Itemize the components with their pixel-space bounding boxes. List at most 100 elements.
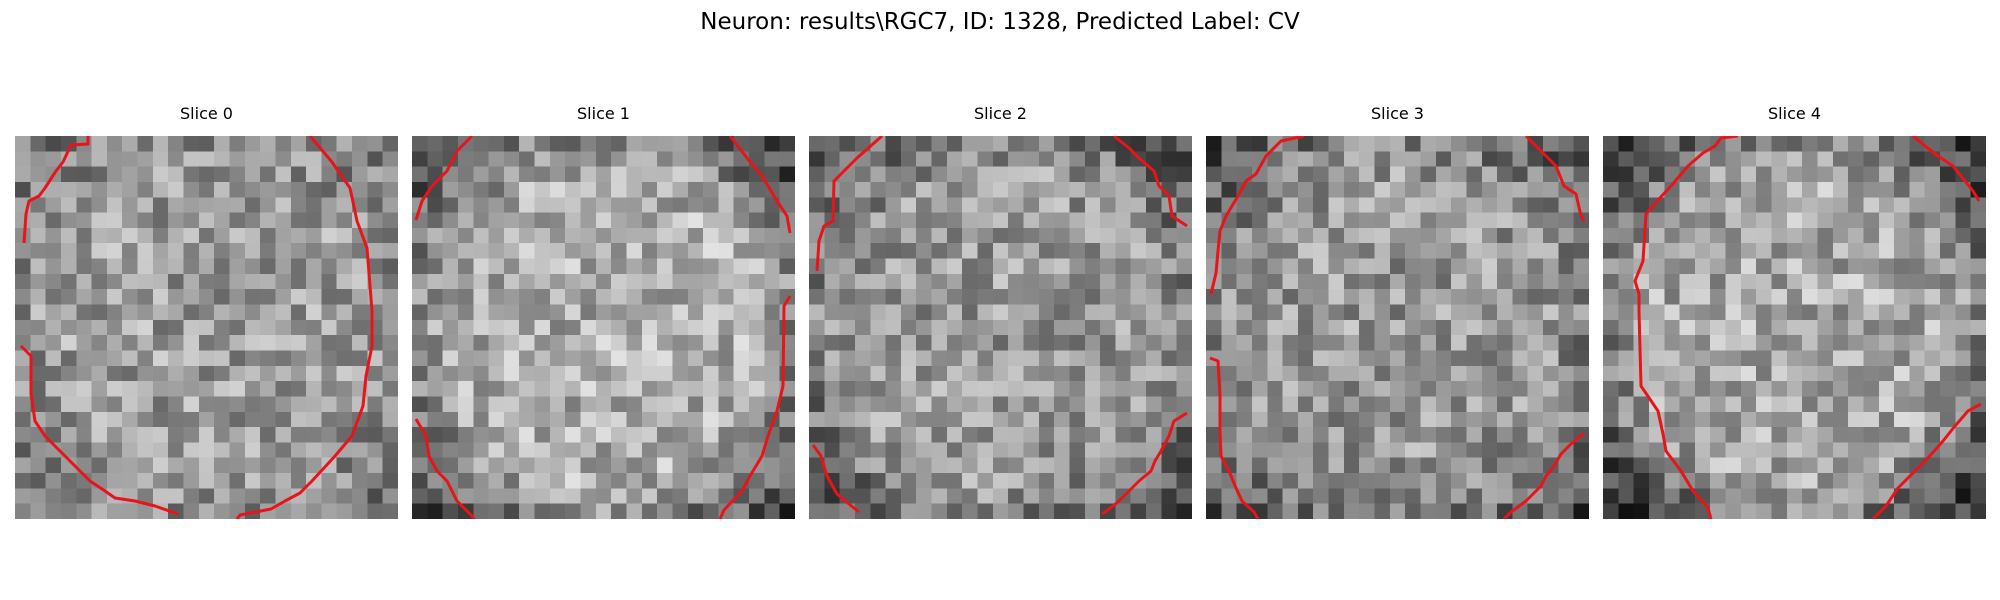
image-pixel xyxy=(1085,381,1101,397)
image-pixel xyxy=(1940,197,1956,213)
image-pixel xyxy=(1772,488,1788,504)
image-pixel xyxy=(168,228,184,244)
image-pixel xyxy=(1039,167,1055,183)
image-pixel xyxy=(458,289,474,305)
image-pixel xyxy=(932,458,948,474)
image-pixel xyxy=(1146,289,1162,305)
image-pixel xyxy=(626,458,642,474)
image-pixel xyxy=(473,167,489,183)
image-pixel xyxy=(92,366,108,382)
image-pixel xyxy=(1879,381,1895,397)
image-pixel xyxy=(504,167,520,183)
image-pixel xyxy=(260,473,276,489)
image-pixel xyxy=(916,259,932,275)
image-pixel xyxy=(1206,473,1222,489)
image-pixel xyxy=(30,458,46,474)
image-pixel xyxy=(153,350,169,366)
image-pixel xyxy=(1436,197,1452,213)
image-pixel xyxy=(1618,458,1634,474)
image-pixel xyxy=(764,350,780,366)
image-pixel xyxy=(962,274,978,290)
image-pixel xyxy=(443,259,459,275)
image-pixel xyxy=(1298,504,1314,519)
image-pixel xyxy=(749,396,765,412)
image-pixel xyxy=(1161,213,1177,229)
image-pixel xyxy=(642,427,658,443)
image-pixel xyxy=(1925,182,1941,198)
image-pixel xyxy=(1802,243,1818,259)
image-pixel xyxy=(352,458,368,474)
image-pixel xyxy=(749,335,765,351)
image-pixel xyxy=(1008,320,1024,336)
image-pixel xyxy=(1039,182,1055,198)
image-pixel xyxy=(1131,427,1147,443)
image-pixel xyxy=(1618,442,1634,458)
image-pixel xyxy=(1283,167,1299,183)
image-pixel xyxy=(657,350,673,366)
image-pixel xyxy=(1664,335,1680,351)
image-pixel xyxy=(275,197,291,213)
image-pixel xyxy=(1955,289,1971,305)
image-pixel xyxy=(321,289,337,305)
image-pixel xyxy=(1787,259,1803,275)
image-pixel xyxy=(1206,320,1222,336)
image-pixel xyxy=(184,473,200,489)
image-pixel xyxy=(1543,213,1559,229)
image-pixel xyxy=(184,335,200,351)
image-pixel xyxy=(1971,305,1986,321)
image-pixel xyxy=(780,458,795,474)
image-pixel xyxy=(61,182,77,198)
image-pixel xyxy=(1710,151,1726,167)
image-pixel xyxy=(1436,396,1452,412)
image-pixel xyxy=(1420,243,1436,259)
image-pixel xyxy=(1695,412,1711,428)
image-pixel xyxy=(1695,197,1711,213)
image-pixel xyxy=(1375,473,1391,489)
image-pixel xyxy=(1115,412,1131,428)
image-pixel xyxy=(245,305,261,321)
image-pixel xyxy=(626,167,642,183)
image-pixel xyxy=(1574,320,1589,336)
image-pixel xyxy=(291,228,307,244)
image-pixel xyxy=(1497,182,1513,198)
image-pixel xyxy=(458,381,474,397)
image-pixel xyxy=(657,412,673,428)
image-pixel xyxy=(1863,458,1879,474)
image-pixel xyxy=(581,167,597,183)
image-pixel xyxy=(443,274,459,290)
image-pixel xyxy=(1787,396,1803,412)
image-pixel xyxy=(1512,442,1528,458)
image-pixel xyxy=(306,289,322,305)
image-pixel xyxy=(611,381,627,397)
image-pixel xyxy=(1177,381,1192,397)
image-pixel xyxy=(672,381,688,397)
image-pixel xyxy=(734,381,750,397)
image-pixel xyxy=(1267,427,1283,443)
image-pixel xyxy=(214,350,230,366)
image-pixel xyxy=(214,320,230,336)
image-pixel xyxy=(122,305,138,321)
image-pixel xyxy=(352,442,368,458)
image-pixel xyxy=(1787,473,1803,489)
image-pixel xyxy=(550,151,566,167)
image-pixel xyxy=(1100,473,1116,489)
image-pixel xyxy=(809,350,825,366)
image-pixel xyxy=(1817,228,1833,244)
image-pixel xyxy=(122,136,138,152)
image-pixel xyxy=(718,259,734,275)
image-pixel xyxy=(199,167,215,183)
image-pixel xyxy=(1008,488,1024,504)
image-pixel xyxy=(916,335,932,351)
image-pixel xyxy=(1146,396,1162,412)
image-pixel xyxy=(1848,427,1864,443)
image-pixel xyxy=(1649,442,1665,458)
image-pixel xyxy=(993,228,1009,244)
image-pixel xyxy=(1085,504,1101,519)
image-pixel xyxy=(1267,473,1283,489)
image-pixel xyxy=(978,289,994,305)
image-pixel xyxy=(107,320,123,336)
image-pixel xyxy=(489,136,505,152)
image-pixel xyxy=(1100,167,1116,183)
image-pixel xyxy=(1359,243,1375,259)
image-pixel xyxy=(1054,136,1070,152)
